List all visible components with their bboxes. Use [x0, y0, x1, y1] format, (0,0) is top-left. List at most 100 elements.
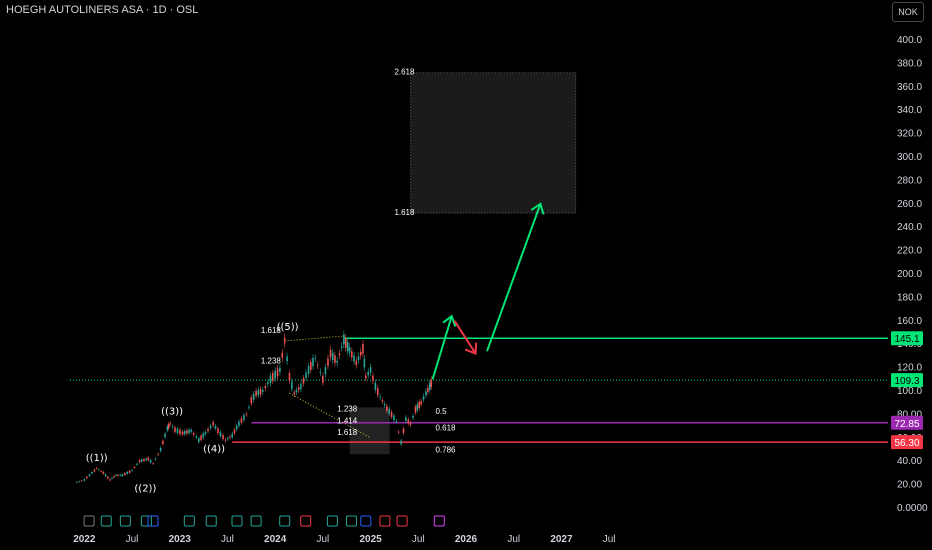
- candle-body: [164, 433, 166, 438]
- candle-body: [128, 470, 131, 473]
- earnings-event-marker[interactable]: [231, 515, 243, 527]
- candle-body: [305, 372, 307, 379]
- x-tick-label: Jul: [316, 534, 329, 545]
- candle-body: [136, 463, 138, 465]
- candle-body: [395, 421, 398, 422]
- candle-body: [141, 459, 143, 462]
- candle-body: [274, 370, 276, 379]
- candle-body: [250, 397, 253, 404]
- y-tick-label: 240.0: [897, 222, 922, 233]
- candle-body: [88, 474, 91, 477]
- candle-body: [279, 367, 281, 373]
- candle-body: [131, 470, 133, 471]
- candle-body: [188, 429, 190, 434]
- earnings-event-marker[interactable]: [279, 515, 291, 527]
- x-tick-label: Jul: [126, 534, 139, 545]
- candle-body: [430, 379, 432, 387]
- currency-button[interactable]: NOK: [892, 2, 924, 22]
- earnings-event-marker[interactable]: [379, 515, 391, 527]
- candle-body: [143, 459, 145, 461]
- candle-body: [428, 382, 431, 390]
- y-tick-label: 400.0: [897, 35, 922, 46]
- candle-body: [104, 474, 107, 477]
- earnings-event-marker[interactable]: [183, 515, 195, 527]
- fib-connector-line: [287, 335, 344, 342]
- earnings-event-marker[interactable]: [250, 515, 262, 527]
- candle-body: [98, 469, 100, 471]
- candle-body: [102, 471, 105, 474]
- candle-body: [217, 428, 219, 434]
- candle-body: [309, 362, 312, 371]
- y-tick-label: 300.0: [897, 152, 922, 163]
- price-level-tag: [891, 415, 923, 430]
- candle-body: [179, 429, 181, 435]
- candle-body: [145, 458, 147, 461]
- candle-body: [386, 406, 388, 412]
- x-tick-label: Jul: [507, 534, 520, 545]
- candle-body: [111, 477, 113, 479]
- candle-body: [412, 415, 414, 418]
- candle-body: [300, 383, 302, 390]
- candle-body: [202, 433, 205, 438]
- earnings-event-marker[interactable]: [346, 515, 358, 527]
- candle-body: [264, 386, 267, 389]
- earnings-event-marker[interactable]: [205, 515, 217, 527]
- elliott-wave-label: ((4)): [203, 444, 225, 455]
- earnings-event-marker[interactable]: [433, 515, 445, 527]
- candle-body: [109, 479, 111, 481]
- projection-arrow-down-head: [464, 342, 478, 355]
- earnings-event-marker[interactable]: [396, 515, 408, 527]
- earnings-event-marker[interactable]: [326, 515, 338, 527]
- candle-body: [307, 366, 310, 374]
- candle-body: [331, 352, 334, 360]
- y-tick-label: 40.00: [897, 456, 922, 467]
- y-tick-label: 0.0000: [897, 503, 928, 514]
- candle-body: [400, 440, 402, 445]
- x-tick-label: Jul: [412, 534, 425, 545]
- candle-body: [359, 351, 362, 356]
- earnings-event-marker[interactable]: [83, 515, 95, 527]
- candle-body: [252, 393, 255, 400]
- earnings-event-marker[interactable]: [100, 515, 112, 527]
- candle-body: [80, 480, 83, 482]
- target-zone-box: [410, 72, 577, 214]
- x-tick-label: 2022: [73, 534, 96, 545]
- y-tick-label: 200.0: [897, 269, 922, 280]
- candle-body: [83, 479, 86, 481]
- candle-body: [124, 473, 126, 476]
- earnings-event-marker[interactable]: [360, 515, 372, 527]
- candle-body: [362, 344, 364, 354]
- candle-body: [390, 412, 393, 417]
- candle-body: [425, 391, 427, 396]
- candle-body: [291, 381, 293, 389]
- candle-body: [86, 476, 88, 479]
- price-level-tag-label: 56.30: [894, 438, 919, 449]
- candle-body: [233, 429, 236, 434]
- candle-body: [422, 396, 425, 400]
- candle-body: [316, 364, 319, 366]
- earnings-event-marker[interactable]: [300, 515, 312, 527]
- candle-body: [418, 401, 421, 409]
- candle-body: [351, 351, 353, 358]
- candle-body: [207, 428, 209, 432]
- candle-body: [78, 481, 81, 483]
- candle-body: [107, 476, 109, 479]
- fib-level-label: 1.238: [261, 357, 282, 366]
- candle-body: [149, 459, 152, 463]
- fib-level-label: 0.5: [435, 407, 447, 416]
- candle-body: [226, 438, 229, 440]
- candle-body: [388, 409, 390, 414]
- candle-body: [200, 435, 202, 440]
- candle-body: [119, 474, 122, 476]
- candle-body: [91, 472, 93, 474]
- candle-body: [176, 428, 179, 433]
- candle-body: [302, 378, 305, 384]
- x-tick-label: 2027: [550, 534, 573, 545]
- earnings-event-marker[interactable]: [119, 515, 131, 527]
- y-tick-label: 380.0: [897, 58, 922, 69]
- earnings-event-marker[interactable]: [147, 515, 159, 527]
- earnings-event-marker[interactable]: [140, 515, 152, 527]
- candle-body: [157, 453, 159, 455]
- candle-body: [367, 371, 370, 376]
